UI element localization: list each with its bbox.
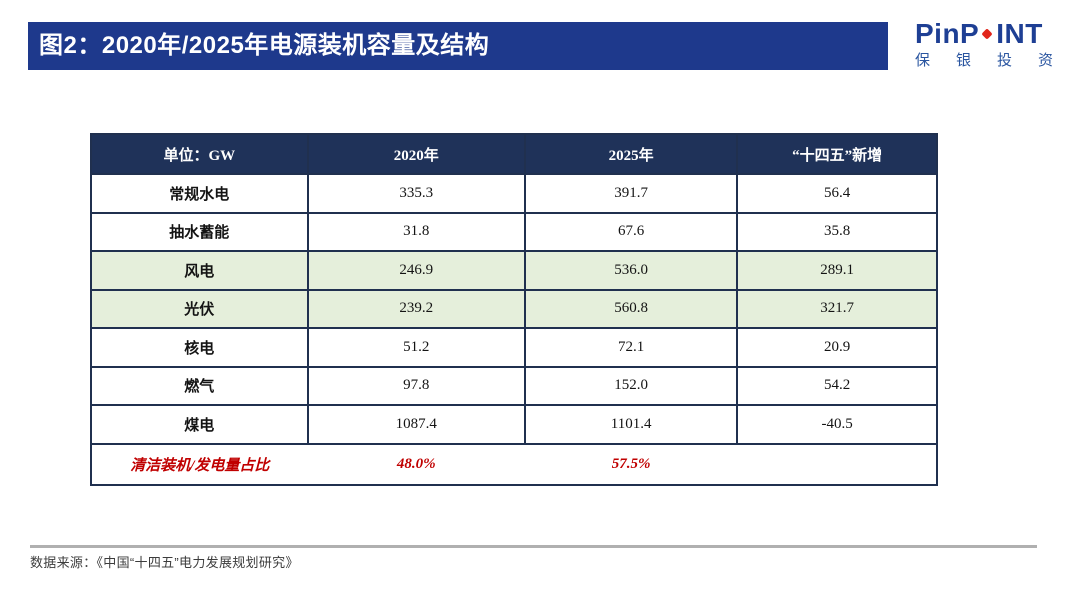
col-header-2025: 2025年 [523, 133, 739, 175]
pinpoint-logo: PinP INT 保银投资 [915, 19, 1065, 71]
summary-label: 清洁装机/发电量占比 [91, 442, 308, 486]
cell-2025: 72.1 [523, 327, 739, 368]
table-row-pumped-storage: 抽水蓄能 31.8 67.6 35.8 [90, 211, 938, 252]
cell-2025: 560.8 [523, 288, 739, 329]
cell-2025: 391.7 [523, 173, 739, 214]
cell-2020: 31.8 [306, 211, 526, 252]
row-label: 核电 [90, 327, 309, 368]
cell-added: 56.4 [736, 173, 938, 214]
row-label: 常规水电 [90, 173, 309, 214]
logo-chinese-name: 保银投资 [915, 53, 1080, 69]
cell-added: 321.7 [736, 288, 938, 329]
cell-added: -40.5 [736, 404, 938, 445]
table-row-coal: 煤电 1087.4 1101.4 -40.5 [90, 404, 938, 445]
logo-text-right: INT [996, 18, 1043, 49]
table-row-wind: 风电 246.9 536.0 289.1 [90, 250, 938, 291]
cell-2025: 1101.4 [523, 404, 739, 445]
capacity-table: 单位：GW 2020年 2025年 “十四五”新增 常规水电 335.3 391… [90, 133, 938, 486]
table-row-solar: 光伏 239.2 560.8 321.7 [90, 288, 938, 329]
data-source-note: 数据来源：《中国“十四五”电力发展规划研究》 [30, 555, 299, 570]
cell-2020: 335.3 [306, 173, 526, 214]
capacity-table-container: 单位：GW 2020年 2025年 “十四五”新增 常规水电 335.3 391… [90, 133, 938, 486]
row-label: 煤电 [90, 404, 309, 445]
figure-title: 图2：2020年/2025年电源装机容量及结构 [39, 32, 490, 59]
cell-2025: 536.0 [523, 250, 739, 291]
cell-added: 54.2 [736, 365, 938, 406]
col-header-unit: 单位：GW [90, 133, 309, 175]
cell-added: 20.9 [736, 327, 938, 368]
cell-2020: 97.8 [306, 365, 526, 406]
table-row-gas: 燃气 97.8 152.0 54.2 [90, 365, 938, 406]
cell-2020: 246.9 [306, 250, 526, 291]
cell-2025: 67.6 [523, 211, 739, 252]
cell-2020: 51.2 [306, 327, 526, 368]
cell-2020: 1087.4 [306, 404, 526, 445]
footer-divider-line [30, 545, 1037, 548]
cell-added: 35.8 [736, 211, 938, 252]
cell-2025: 152.0 [523, 365, 739, 406]
summary-2020: 48.0% [307, 442, 525, 486]
red-diamond-icon [981, 28, 993, 40]
table-row-hydro: 常规水电 335.3 391.7 56.4 [90, 173, 938, 214]
row-label: 风电 [90, 250, 309, 291]
col-header-added: “十四五”新增 [736, 133, 938, 175]
figure-title-bar: 图2：2020年/2025年电源装机容量及结构 [28, 22, 888, 70]
summary-added [737, 442, 937, 486]
row-label: 燃气 [90, 365, 309, 406]
col-header-2020: 2020年 [306, 133, 526, 175]
summary-2025: 57.5% [524, 442, 738, 486]
logo-text-left: PinP [915, 18, 980, 49]
table-header-row: 单位：GW 2020年 2025年 “十四五”新增 [90, 133, 938, 175]
cell-2020: 239.2 [306, 288, 526, 329]
row-label: 光伏 [90, 288, 309, 329]
table-row-nuclear: 核电 51.2 72.1 20.9 [90, 327, 938, 368]
logo-wordmark: PinP INT [915, 19, 1065, 49]
cell-added: 289.1 [736, 250, 938, 291]
row-label: 抽水蓄能 [90, 211, 309, 252]
summary-row-clean-share: 清洁装机/发电量占比 48.0% 57.5% [91, 442, 937, 486]
